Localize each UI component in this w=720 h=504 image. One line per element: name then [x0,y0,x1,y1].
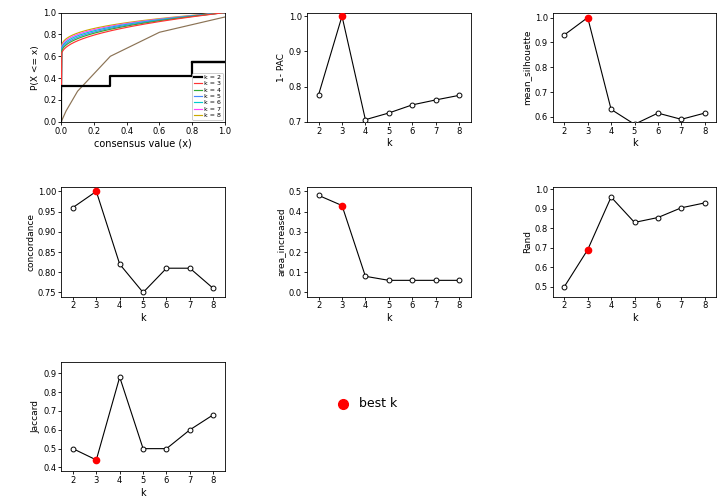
k = 7 [154,16,163,22]
k = 3 [154,19,163,25]
k = 4 [205,11,214,17]
k = 5 [154,17,163,23]
k = 6 [205,11,214,17]
k = 2 [188,59,197,65]
k = 8 [154,16,163,22]
k = 5 [195,12,204,18]
k = 8 [195,12,204,18]
Line: k = 8: k = 8 [61,13,225,122]
X-axis label: k: k [386,139,392,149]
k = 7 [58,43,66,49]
Y-axis label: Rand: Rand [523,230,531,254]
k = 4 [154,18,163,24]
Line: k = 3: k = 3 [61,13,225,122]
k = 2 [106,73,114,79]
k = 4 [58,48,66,54]
k = 5 [220,10,229,16]
k = 4 [157,18,166,24]
k = 6 [195,12,204,18]
Legend: k = 2, k = 3, k = 4, k = 5, k = 6, k = 7, k = 8: k = 2, k = 3, k = 4, k = 5, k = 6, k = 7… [192,73,223,120]
k = 5 [154,17,163,23]
Text: best k: best k [359,397,397,410]
k = 6 [154,17,163,23]
k = 8 [220,10,229,16]
k = 2 [57,83,66,89]
k = 3 [205,12,214,18]
k = 8 [57,119,66,125]
k = 8 [154,16,163,22]
k = 6 [220,10,229,16]
k = 6 [58,45,66,51]
k = 7 [57,119,66,125]
X-axis label: k: k [631,139,637,149]
k = 7 [220,10,229,16]
k = 4 [154,18,163,24]
Line: k = 7: k = 7 [61,13,225,122]
k = 2 [220,59,229,65]
k = 6 [157,16,166,22]
k = 5 [57,119,66,125]
k = 5 [157,17,166,23]
k = 4 [195,13,204,19]
k = 2 [57,119,66,125]
k = 5 [58,46,66,52]
Line: k = 4: k = 4 [61,13,225,122]
k = 7 [195,12,204,18]
Y-axis label: Jaccard: Jaccard [31,400,40,433]
Line: k = 5: k = 5 [61,13,225,122]
k = 3 [154,19,163,25]
k = 7 [154,16,163,22]
Y-axis label: area_increased: area_increased [277,208,286,276]
X-axis label: k: k [631,313,637,323]
X-axis label: consensus value (x): consensus value (x) [94,139,192,149]
k = 3 [195,13,204,19]
k = 7 [157,16,166,22]
k = 3 [220,10,229,16]
k = 5 [205,11,214,17]
k = 2 [98,83,107,89]
Y-axis label: mean_silhouette: mean_silhouette [523,29,531,105]
k = 4 [57,119,66,125]
X-axis label: k: k [386,313,392,323]
Line: k = 6: k = 6 [61,13,225,122]
k = 6 [154,17,163,23]
k = 3 [57,119,66,125]
k = 4 [220,10,229,16]
Y-axis label: P(X <= x): P(X <= x) [31,45,40,90]
X-axis label: k: k [140,488,146,498]
k = 8 [157,15,166,21]
k = 3 [157,18,166,24]
k = 6 [57,119,66,125]
k = 8 [205,11,214,17]
k = 3 [58,50,66,56]
k = 8 [58,42,66,48]
Y-axis label: concordance: concordance [26,213,35,271]
Y-axis label: 1- PAC: 1- PAC [277,53,286,82]
k = 7 [205,11,214,17]
X-axis label: k: k [140,313,146,323]
Line: k = 2: k = 2 [61,62,225,122]
